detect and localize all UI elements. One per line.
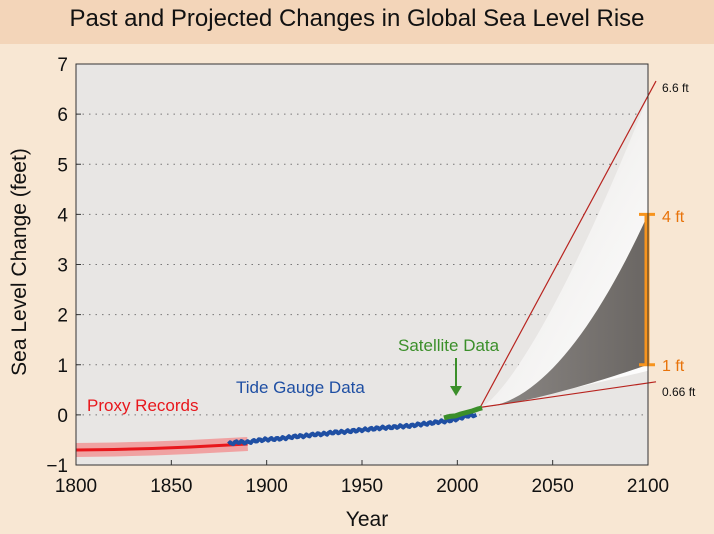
lower-bound-line <box>480 381 657 408</box>
grid-lines <box>76 113 648 416</box>
x-tick-label-1800: 1800 <box>55 476 97 497</box>
x-axis-label: Year <box>346 508 388 531</box>
proxy-records-label: Proxy Records <box>87 396 198 415</box>
x-tick-label-2100: 2100 <box>627 476 669 497</box>
satellite-arrow <box>450 358 462 396</box>
tide-gauge-line <box>227 412 478 447</box>
x-tick-label-2000: 2000 <box>436 476 478 497</box>
y-tick-label-3: 3 <box>57 256 68 277</box>
axes: 1800 1850 1900 1950 2000 2050 2100 −1 0 1 2 3 4 5 6 7 <box>46 55 669 497</box>
satellite-data-label: Satellite Data <box>398 336 500 355</box>
y-tick-label-1: 1 <box>57 356 68 377</box>
projection-fan <box>479 80 657 408</box>
y-axis-label: Sea Level Change (feet) <box>8 148 31 376</box>
sea-level-chart: 1800 1850 1900 1950 2000 2050 2100 −1 0 1 2 3 4 5 6 7 Y… <box>8 55 696 531</box>
tide-gauge-label: Tide Gauge Data <box>236 378 365 397</box>
x-tick-label-2050: 2050 <box>532 476 574 497</box>
y-tick-label-7: 7 <box>57 55 68 76</box>
label-6-6-ft: 6.6 ft <box>662 81 689 95</box>
y-tick-label-6: 6 <box>57 105 68 126</box>
likely-range-fill <box>480 214 648 408</box>
satellite-data-line <box>443 405 483 421</box>
y-tick-label-5: 5 <box>57 155 68 176</box>
x-tick-label-1850: 1850 <box>150 476 192 497</box>
y-tick-label-2: 2 <box>57 306 68 327</box>
x-tick-label-1900: 1900 <box>246 476 288 497</box>
y-tick-label--1: −1 <box>46 456 68 477</box>
x-tick-label-1950: 1950 <box>341 476 383 497</box>
label-1-ft: 1 ft <box>662 358 685 375</box>
label-4-ft: 4 ft <box>662 209 685 226</box>
y-tick-label-4: 4 <box>57 205 68 226</box>
y-tick-label-0: 0 <box>57 406 68 427</box>
chart-title: Past and Projected Changes in Global Sea… <box>0 0 714 44</box>
label-0-66-ft: 0.66 ft <box>662 385 696 399</box>
upper-bound-line <box>479 80 657 408</box>
data-series <box>75 405 483 457</box>
